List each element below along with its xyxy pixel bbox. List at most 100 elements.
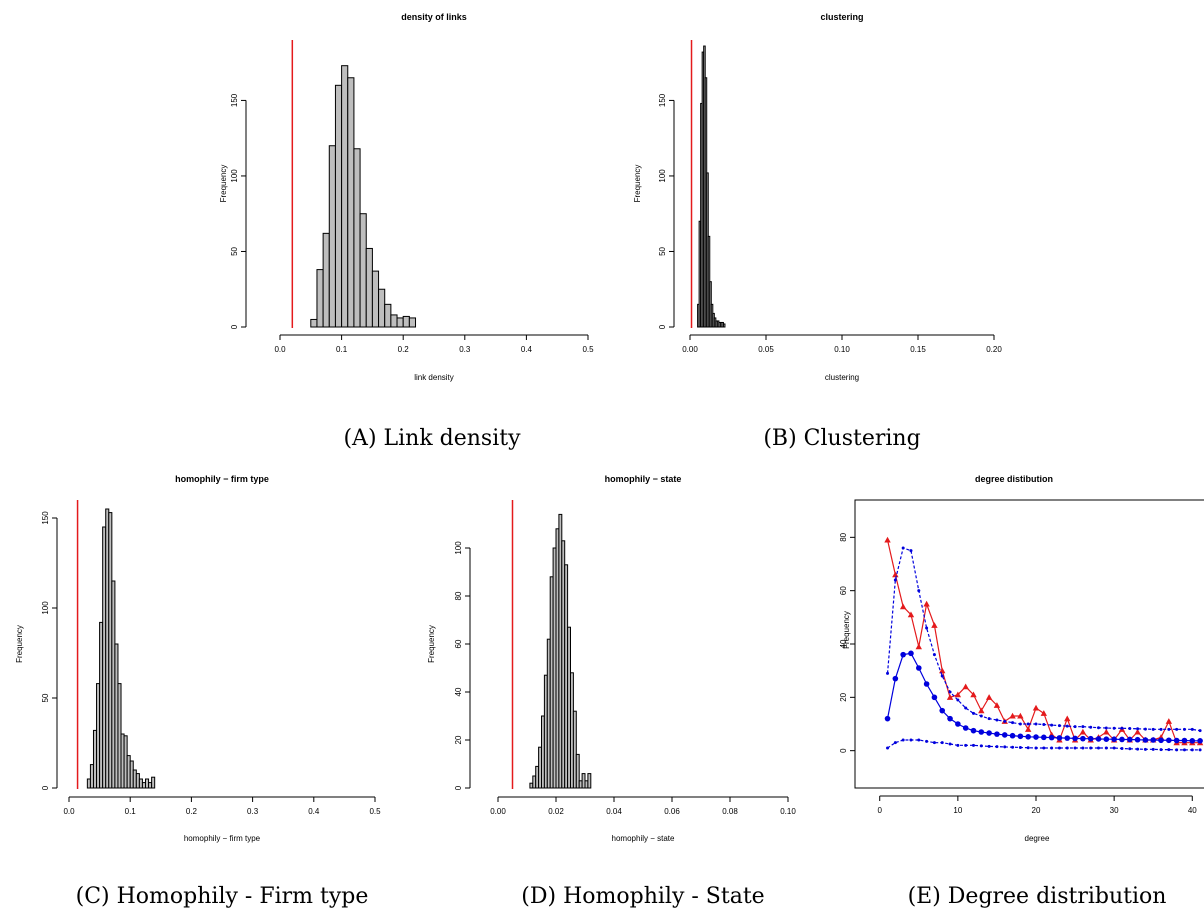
series-point-simulated-mean [1181, 737, 1188, 744]
series-point-simulated-mean [1017, 733, 1024, 740]
x-tick-label: 0.15 [910, 345, 926, 354]
histogram-bar [322, 232, 330, 328]
series-point-simulated-lower [1159, 748, 1163, 752]
series-point-simulated-mean [994, 731, 1000, 737]
series-point-simulated-upper [948, 690, 952, 694]
panel-clustering: clustering clustering Frequency (B) Cluster… [633, 12, 1002, 451]
series-point-simulated-upper [1120, 726, 1124, 730]
x-tick-label: 40 [1188, 806, 1197, 815]
series-point-simulated-mean [947, 715, 953, 722]
histogram-bar [151, 776, 156, 789]
series-point-simulated-lower [1151, 747, 1155, 751]
x-tick-label: 0.1 [125, 807, 137, 816]
series-point-simulated-mean [962, 725, 969, 731]
series-point-simulated-mean [931, 694, 938, 701]
series-point-simulated-mean [884, 715, 891, 722]
series-point-simulated-lower [964, 743, 968, 747]
series-point-simulated-upper [886, 671, 890, 675]
histogram-bar [572, 710, 577, 789]
series-point-simulated-upper [1167, 727, 1171, 731]
series-point-observed [978, 707, 985, 714]
series-point-simulated-lower [1143, 747, 1147, 751]
plot-title: density of links [401, 12, 467, 22]
series-point-observed [1024, 726, 1032, 732]
series-point-observed [931, 622, 938, 628]
histogram-bar [316, 269, 324, 328]
series-point-simulated-upper [971, 711, 975, 715]
series-point-observed [1032, 704, 1040, 711]
series-point-simulated-mean [1009, 732, 1016, 739]
series-point-simulated-mean [955, 721, 961, 727]
y-tick-label: 100 [454, 541, 463, 555]
series-point-observed [1165, 718, 1173, 724]
series-point-simulated-lower [1081, 746, 1085, 750]
series-point-simulated-upper [1003, 719, 1007, 723]
series-point-observed [939, 667, 946, 674]
series-point-simulated-lower [1034, 746, 1038, 750]
y-tick-label: 0 [839, 748, 848, 753]
histogram-bar [365, 247, 373, 328]
series-point-simulated-lower [1190, 748, 1194, 752]
histogram-bar [328, 145, 336, 328]
x-axis-label: homophily − state [612, 834, 675, 843]
y-tick-label: 40 [454, 687, 463, 696]
series-point-simulated-lower [1128, 747, 1132, 751]
series-point-simulated-mean [1119, 736, 1125, 743]
series-point-observed [985, 694, 993, 700]
series-point-simulated-lower [901, 738, 905, 742]
x-axis-label: clustering [825, 373, 859, 382]
series-point-simulated-lower [956, 743, 960, 747]
series-point-observed [1009, 712, 1016, 719]
series-point-simulated-lower [1026, 746, 1030, 750]
series-point-simulated-upper [1050, 723, 1054, 727]
panel-caption: (C) Homophily - Firm type [76, 884, 369, 909]
series-point-observed [1103, 728, 1110, 735]
histogram-bar [341, 65, 349, 328]
series-point-simulated-mean [1033, 734, 1039, 740]
panel-homophily-firm-type: homophily − firm type homophily − firm ty… [15, 474, 381, 909]
series-point-simulated-upper [1097, 726, 1101, 730]
series-point-simulated-mean [1158, 737, 1164, 744]
series-point-simulated-upper [901, 546, 905, 550]
panel-caption: (E) Degree distribution [908, 884, 1167, 909]
histogram-bar [396, 317, 404, 328]
series-point-observed [1079, 728, 1087, 735]
series-point-simulated-lower [1011, 745, 1015, 749]
x-tick-label: 0.4 [521, 345, 533, 354]
series-point-simulated-mean [1072, 735, 1078, 742]
x-tick-label: 0.04 [606, 807, 622, 816]
y-axis-label: Frequency [842, 611, 851, 649]
series-point-simulated-lower [925, 739, 929, 743]
y-tick-label: 60 [454, 639, 463, 648]
series-point-simulated-lower [1175, 748, 1179, 752]
series-point-simulated-upper [1034, 722, 1038, 726]
series-point-simulated-lower [1073, 746, 1077, 750]
series-point-simulated-mean [1001, 732, 1008, 738]
x-tick-label: 0.2 [186, 807, 198, 816]
x-tick-label: 0.0 [63, 807, 75, 816]
series-point-simulated-upper [1151, 727, 1155, 731]
series-point-observed [1040, 710, 1048, 716]
y-tick-label: 50 [41, 693, 50, 702]
series-point-simulated-mean [1048, 734, 1055, 741]
y-tick-label: 50 [658, 246, 667, 255]
y-tick-label: 50 [230, 246, 239, 255]
series-point-simulated-upper [1026, 722, 1030, 726]
series-point-simulated-upper [979, 714, 983, 718]
series-point-simulated-lower [1104, 746, 1108, 750]
series-point-simulated-upper [987, 717, 991, 721]
series-point-simulated-upper [1190, 727, 1194, 731]
series-point-observed [993, 702, 1001, 708]
series-point-simulated-upper [932, 653, 936, 657]
series-point-simulated-mean [1173, 737, 1180, 744]
x-tick-label: 0.3 [247, 807, 259, 816]
series-point-simulated-lower [1018, 745, 1022, 749]
series-point-simulated-upper [1073, 725, 1077, 729]
plot-title: degree distibution [975, 474, 1053, 484]
x-axis-label: degree [1025, 834, 1050, 843]
series-point-simulated-lower [1136, 747, 1140, 751]
x-axis-label: link density [414, 373, 454, 382]
series-point-simulated-mean [1041, 734, 1047, 741]
y-tick-label: 80 [839, 532, 848, 541]
plot-title: homophily − state [605, 474, 682, 484]
